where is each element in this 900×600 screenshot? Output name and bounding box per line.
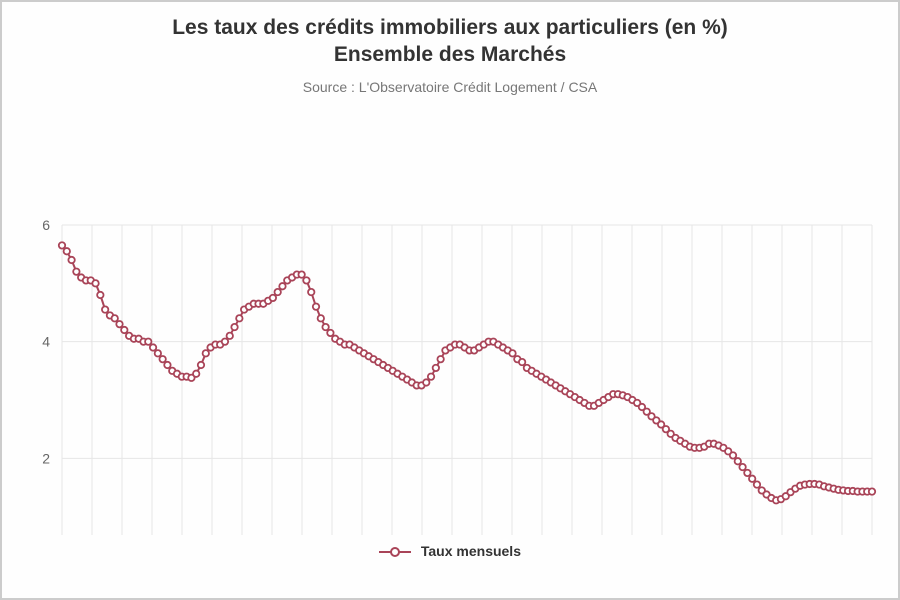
chart-title: Les taux des crédits immobiliers aux par…: [2, 14, 898, 69]
chart-subtitle: Source : L'Observatoire Crédit Logement …: [2, 79, 898, 95]
title-line-2: Ensemble des Marchés: [334, 43, 566, 66]
chart-plot-area: 0246T1-01T3-02T1-04T3-0501-200707-200701…: [2, 95, 898, 535]
chart-legend: Taux mensuels: [2, 543, 898, 559]
svg-text:4: 4: [42, 333, 50, 349]
legend-label: Taux mensuels: [421, 543, 521, 559]
chart-container: Les taux des crédits immobiliers aux par…: [0, 0, 900, 600]
svg-text:6: 6: [42, 217, 50, 233]
svg-text:2: 2: [42, 450, 50, 466]
legend-swatch: [379, 545, 411, 559]
title-line-1: Les taux des crédits immobiliers aux par…: [172, 16, 728, 39]
